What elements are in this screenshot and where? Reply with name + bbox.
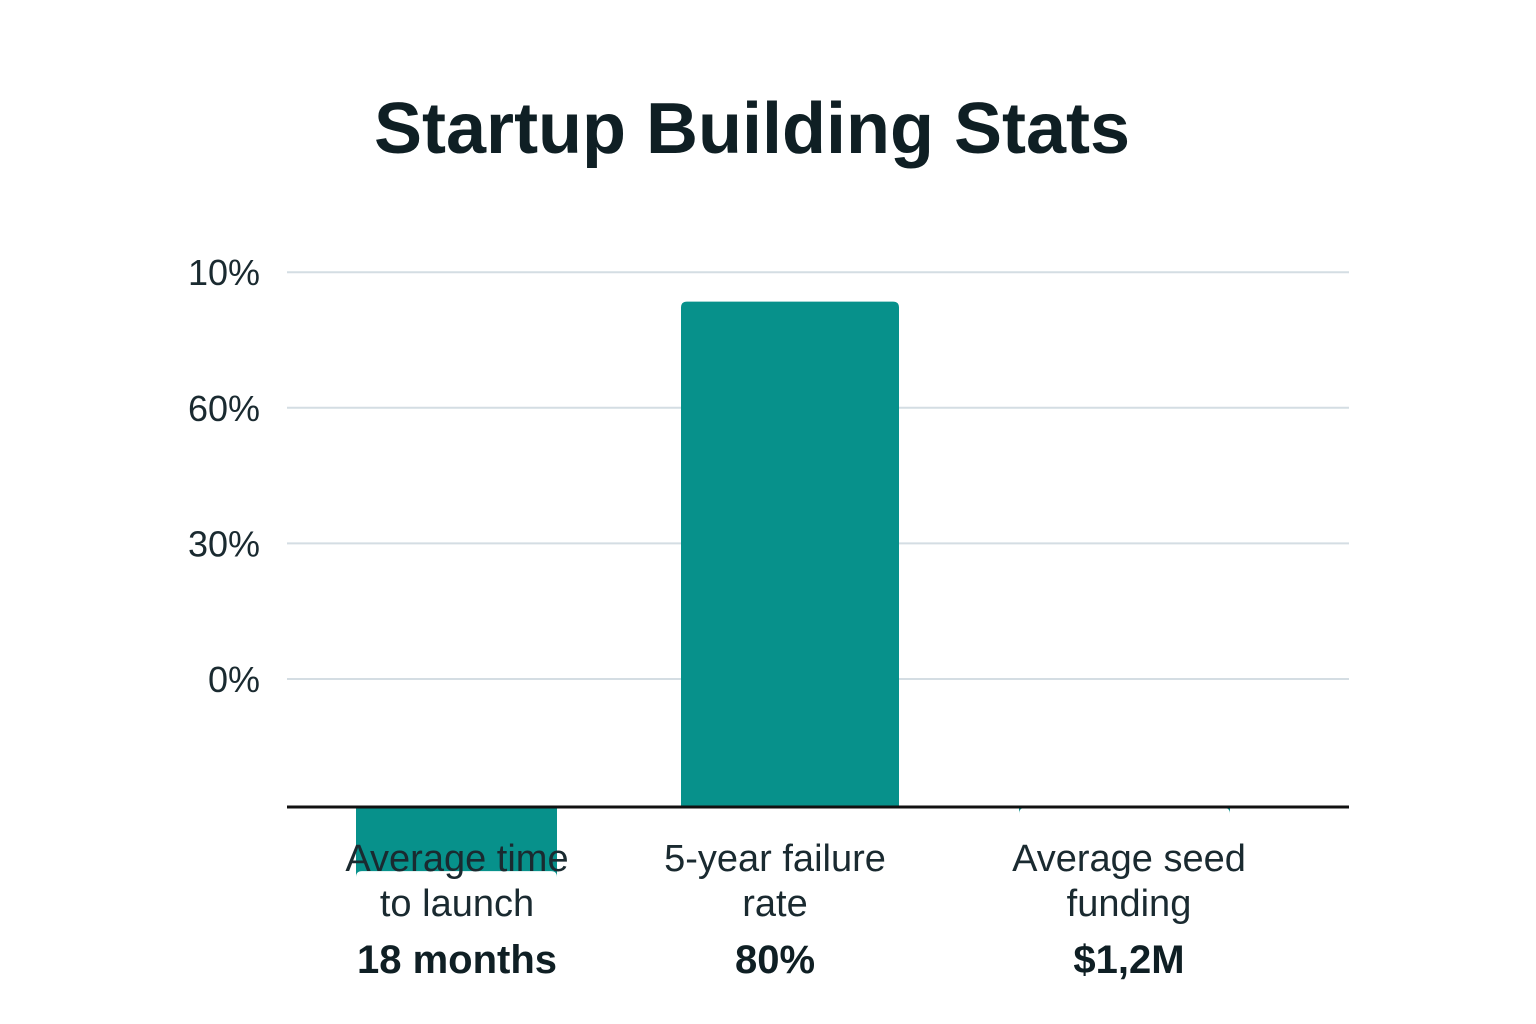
x-tick-label: 5-year failure xyxy=(664,838,886,880)
x-tick-label: Average time xyxy=(345,838,568,880)
bar xyxy=(681,301,899,807)
x-tick-label: Average seed xyxy=(1012,838,1246,880)
bar xyxy=(356,807,557,878)
y-axis-ticks: 0% 30% 60% 10% xyxy=(188,252,260,700)
data-label: 80% xyxy=(735,938,815,982)
chart-title: Startup Building Stats xyxy=(374,89,1130,169)
data-label: 18 months xyxy=(357,938,557,982)
data-label: $1,2M xyxy=(1073,938,1184,982)
y-tick-label: 30% xyxy=(188,523,260,564)
y-tick-label: 10% xyxy=(188,252,260,293)
x-tick-label: funding xyxy=(1067,883,1192,925)
bars xyxy=(356,301,1230,878)
x-tick-label: to launch xyxy=(380,883,534,925)
x-tick-label: rate xyxy=(742,883,807,925)
y-tick-label: 0% xyxy=(208,659,260,700)
y-tick-label: 60% xyxy=(188,388,260,429)
